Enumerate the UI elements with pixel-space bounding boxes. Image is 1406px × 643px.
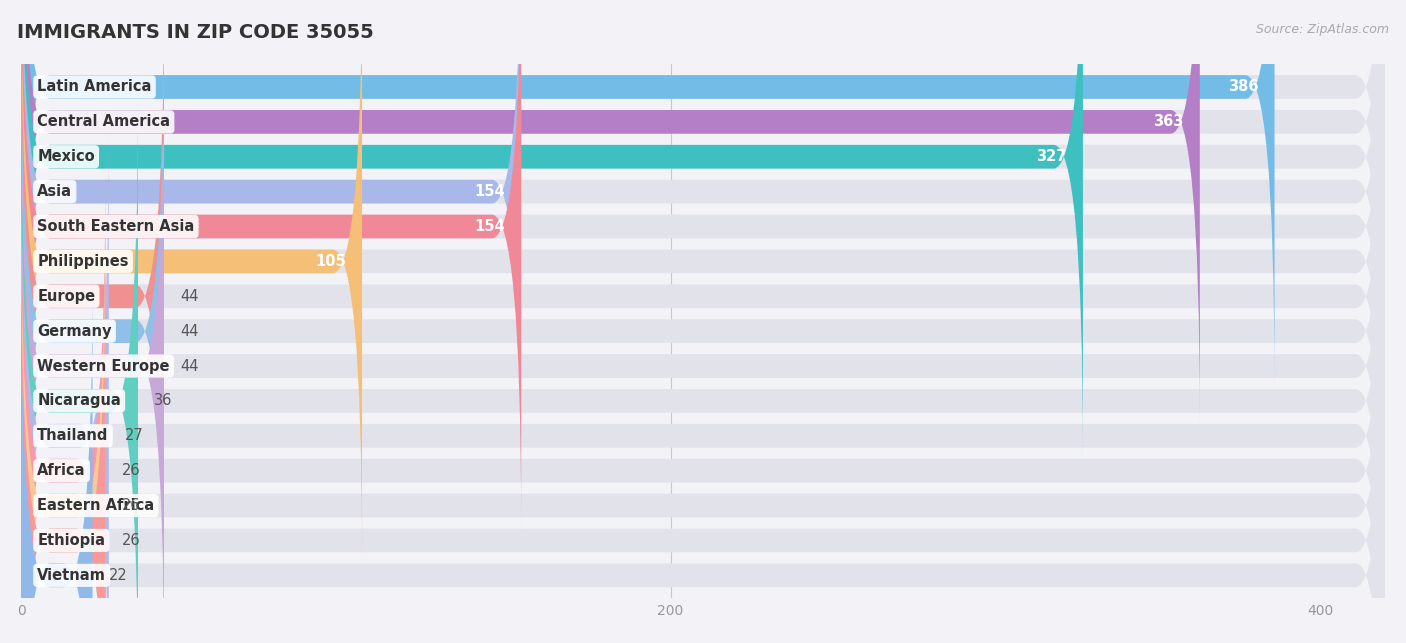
FancyBboxPatch shape xyxy=(21,64,165,643)
Text: 44: 44 xyxy=(180,359,198,374)
Text: Source: ZipAtlas.com: Source: ZipAtlas.com xyxy=(1256,23,1389,35)
Text: 36: 36 xyxy=(155,394,173,408)
Text: 363: 363 xyxy=(1153,114,1184,129)
Text: Latin America: Latin America xyxy=(38,80,152,95)
Text: Western Europe: Western Europe xyxy=(38,359,170,374)
Text: 26: 26 xyxy=(122,533,141,548)
Text: Eastern Africa: Eastern Africa xyxy=(38,498,155,513)
Text: 154: 154 xyxy=(474,219,505,234)
FancyBboxPatch shape xyxy=(21,29,165,633)
FancyBboxPatch shape xyxy=(21,0,1385,424)
FancyBboxPatch shape xyxy=(21,0,165,599)
Text: 154: 154 xyxy=(474,184,505,199)
FancyBboxPatch shape xyxy=(21,0,363,563)
Text: 22: 22 xyxy=(108,568,128,583)
FancyBboxPatch shape xyxy=(21,0,522,494)
Text: 386: 386 xyxy=(1227,80,1258,95)
FancyBboxPatch shape xyxy=(21,239,105,643)
Text: Asia: Asia xyxy=(38,184,72,199)
FancyBboxPatch shape xyxy=(21,273,1385,643)
FancyBboxPatch shape xyxy=(21,0,1385,459)
Text: 105: 105 xyxy=(315,254,346,269)
Text: Nicaragua: Nicaragua xyxy=(38,394,121,408)
Text: 44: 44 xyxy=(180,289,198,303)
FancyBboxPatch shape xyxy=(21,134,1385,643)
FancyBboxPatch shape xyxy=(21,0,1385,389)
Text: Africa: Africa xyxy=(38,463,86,478)
FancyBboxPatch shape xyxy=(21,0,1385,563)
Text: Vietnam: Vietnam xyxy=(38,568,107,583)
FancyBboxPatch shape xyxy=(21,168,105,643)
FancyBboxPatch shape xyxy=(21,99,138,643)
Text: Germany: Germany xyxy=(38,323,112,339)
Text: 26: 26 xyxy=(122,463,141,478)
Text: Mexico: Mexico xyxy=(38,149,96,164)
Text: 44: 44 xyxy=(180,323,198,339)
FancyBboxPatch shape xyxy=(21,134,108,643)
Text: 27: 27 xyxy=(125,428,143,443)
Text: Thailand: Thailand xyxy=(38,428,108,443)
Text: Philippines: Philippines xyxy=(38,254,129,269)
FancyBboxPatch shape xyxy=(21,203,1385,643)
FancyBboxPatch shape xyxy=(21,0,522,529)
FancyBboxPatch shape xyxy=(21,99,1385,643)
Text: Central America: Central America xyxy=(38,114,170,129)
FancyBboxPatch shape xyxy=(21,203,105,643)
FancyBboxPatch shape xyxy=(21,273,93,643)
FancyBboxPatch shape xyxy=(21,29,1385,633)
Text: IMMIGRANTS IN ZIP CODE 35055: IMMIGRANTS IN ZIP CODE 35055 xyxy=(17,23,374,42)
FancyBboxPatch shape xyxy=(21,0,1083,459)
Text: 327: 327 xyxy=(1036,149,1067,164)
FancyBboxPatch shape xyxy=(21,0,1385,529)
Text: Ethiopia: Ethiopia xyxy=(38,533,105,548)
FancyBboxPatch shape xyxy=(21,64,1385,643)
FancyBboxPatch shape xyxy=(21,239,1385,643)
Text: Europe: Europe xyxy=(38,289,96,303)
FancyBboxPatch shape xyxy=(21,168,1385,643)
FancyBboxPatch shape xyxy=(21,0,1385,599)
Text: South Eastern Asia: South Eastern Asia xyxy=(38,219,194,234)
FancyBboxPatch shape xyxy=(21,0,1385,494)
Text: 26: 26 xyxy=(122,498,141,513)
FancyBboxPatch shape xyxy=(21,0,1274,389)
FancyBboxPatch shape xyxy=(21,0,1199,424)
